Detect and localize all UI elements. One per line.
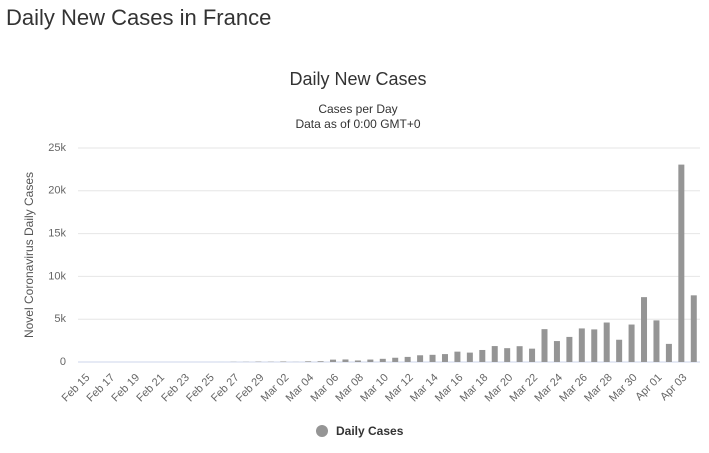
bar — [591, 329, 597, 362]
bar — [604, 323, 610, 362]
y-tick-label: 0 — [60, 356, 66, 368]
chart-subtitle: Cases per Day — [318, 102, 397, 116]
bar — [467, 353, 473, 362]
bar — [442, 354, 448, 362]
bar — [405, 357, 411, 362]
bar — [492, 346, 498, 362]
bar — [305, 361, 311, 362]
bar — [653, 320, 659, 362]
bar — [641, 297, 647, 362]
bar — [517, 346, 523, 362]
x-tick-label: Mar 30 — [607, 372, 640, 405]
page-title: Daily New Cases in France — [6, 5, 271, 30]
bar — [529, 349, 535, 362]
bar — [554, 341, 560, 362]
bar — [355, 360, 361, 362]
bar — [479, 350, 485, 362]
y-tick-label: 25k — [48, 142, 66, 154]
legend-marker — [316, 425, 328, 437]
bar — [691, 295, 697, 362]
x-tick-label: Apr 03 — [658, 372, 689, 403]
bar — [454, 352, 460, 362]
bar — [666, 344, 672, 362]
bar — [504, 348, 510, 362]
bar — [629, 325, 635, 362]
bar — [392, 358, 398, 362]
y-tick-label: 20k — [48, 185, 66, 197]
bar — [330, 360, 336, 362]
bar — [417, 355, 423, 362]
legend-label: Daily Cases — [336, 424, 404, 438]
bar — [280, 361, 286, 362]
bar — [430, 355, 436, 362]
chart-subtitle: Data as of 0:00 GMT+0 — [295, 117, 420, 131]
bar — [542, 329, 548, 362]
y-tick-label: 10k — [48, 270, 66, 282]
bar — [678, 165, 684, 362]
y-axis-label: Novel Coronavirus Daily Cases — [22, 172, 36, 338]
bar — [579, 328, 585, 362]
bar — [367, 360, 373, 362]
bar — [616, 340, 622, 362]
chart-title: Daily New Cases — [289, 69, 426, 89]
bar — [566, 337, 572, 362]
bar — [318, 361, 324, 362]
y-tick-label: 5k — [54, 313, 66, 325]
y-tick-label: 15k — [48, 228, 66, 240]
x-tick-label: Apr 01 — [633, 372, 664, 403]
bar — [342, 359, 348, 362]
bar — [380, 359, 386, 362]
